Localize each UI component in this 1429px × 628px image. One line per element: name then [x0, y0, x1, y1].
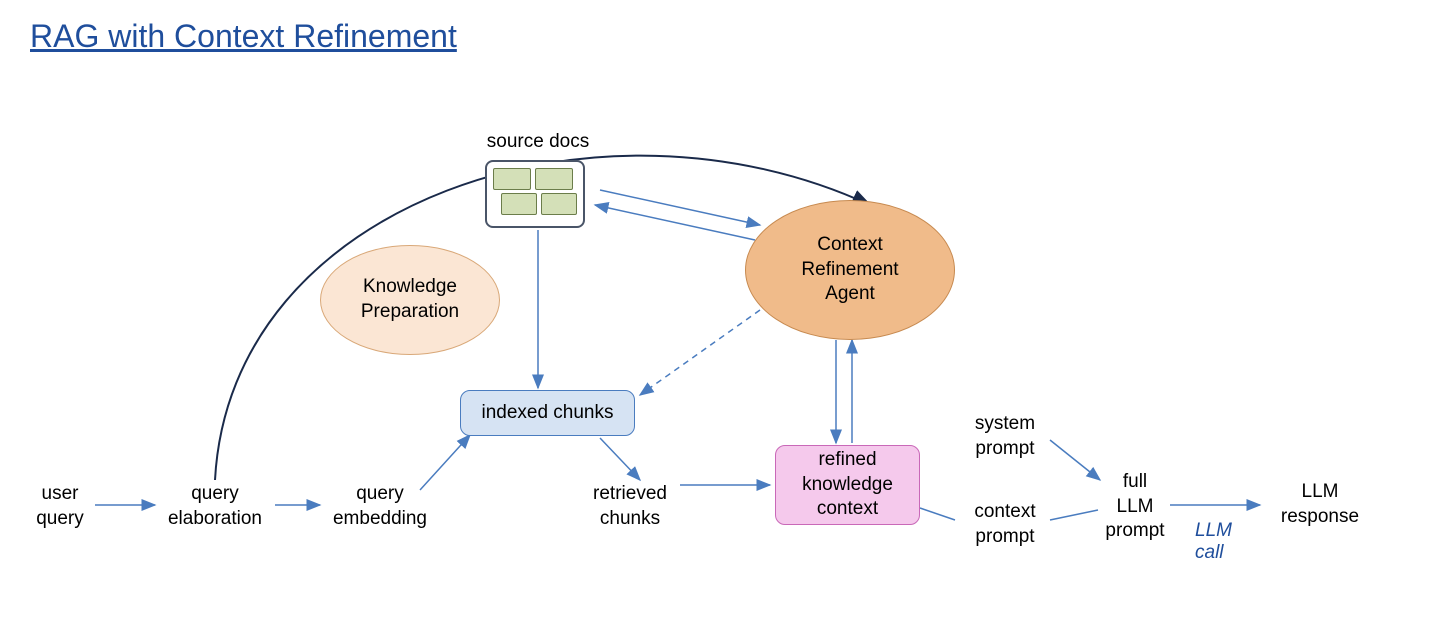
mini-doc-icon	[501, 193, 537, 215]
node-query-embedding: queryembedding	[325, 482, 435, 531]
node-full-llm-prompt: fullLLMprompt	[1095, 470, 1175, 544]
node-llm-response: LLMresponse	[1270, 480, 1370, 529]
ellipse-context-agent: ContextRefinementAgent	[745, 200, 955, 340]
edge-sys-full	[1050, 440, 1100, 480]
edge-ag-idx	[640, 310, 760, 395]
ellipse-knowledge-prep-label: KnowledgePreparation	[361, 275, 459, 324]
edge-label-llm-call: LLMcall	[1195, 520, 1232, 564]
mini-doc-icon	[535, 168, 573, 190]
page-title: RAG with Context Refinement	[30, 18, 457, 55]
mini-doc-icon	[493, 168, 531, 190]
node-query-elaboration: queryelaboration	[160, 482, 270, 531]
box-indexed-chunks-label: indexed chunks	[481, 401, 613, 426]
edge-idx-ret	[600, 438, 640, 480]
node-system-prompt: systemprompt	[960, 412, 1050, 461]
box-refined-context: refinedknowledgecontext	[775, 445, 920, 525]
box-refined-context-label: refinedknowledgecontext	[802, 448, 893, 522]
node-context-prompt: contextprompt	[960, 500, 1050, 549]
label-source-docs: source docs	[478, 130, 598, 155]
edge-ref-ctx	[920, 508, 955, 520]
ellipse-context-agent-label: ContextRefinementAgent	[801, 233, 898, 307]
ellipse-knowledge-prep: KnowledgePreparation	[320, 245, 500, 355]
source-docs-icon	[485, 160, 585, 228]
node-user-query: userquery	[30, 482, 90, 531]
box-indexed-chunks: indexed chunks	[460, 390, 635, 436]
node-retrieved-chunks: retrievedchunks	[580, 482, 680, 531]
edge-ctx-full	[1050, 510, 1098, 520]
mini-doc-icon	[541, 193, 577, 215]
edge-docs-ag1	[600, 190, 760, 225]
edge-ag-docs1	[595, 205, 755, 240]
